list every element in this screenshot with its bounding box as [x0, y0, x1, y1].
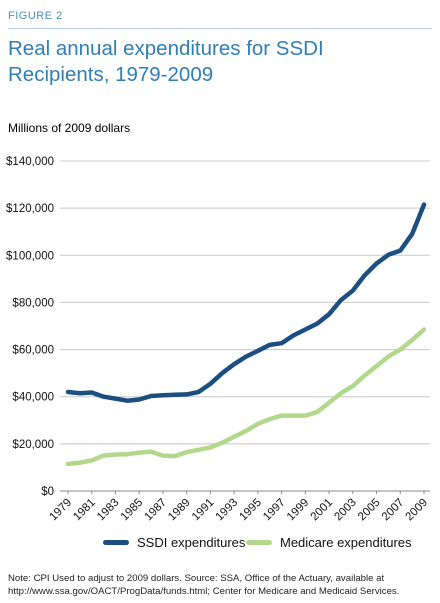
- x-tick-label: 2007: [380, 497, 407, 524]
- medicare-line: [65, 327, 427, 467]
- x-tick-label: 1979: [48, 497, 75, 524]
- x-tick-label: 1989: [166, 497, 193, 524]
- y-tick-label: $60,000: [12, 345, 54, 357]
- x-tick-label: 1987: [142, 497, 169, 524]
- x-tick-label: 2001: [309, 497, 336, 524]
- legend-item-medicare: Medicare expenditures: [246, 535, 412, 550]
- y-tick-label: $100,000: [6, 250, 54, 262]
- legend-item-ssdi: SSDI expenditures: [103, 535, 245, 550]
- legend-label-medicare: Medicare expenditures: [280, 535, 412, 550]
- title-divider: [8, 28, 432, 29]
- x-tick-label: 1993: [214, 497, 241, 524]
- y-tick-label: $80,000: [12, 297, 54, 309]
- x-tick-label: 1997: [261, 497, 288, 524]
- x-tick-label: 1999: [285, 497, 312, 524]
- x-tick-label: 1991: [190, 497, 217, 524]
- y-tick-label: $20,000: [12, 439, 54, 451]
- x-tick-label: 1983: [95, 497, 122, 524]
- chart-title: Real annual expenditures for SSDI Recipi…: [8, 37, 324, 86]
- x-tick-label: 2009: [404, 497, 431, 524]
- x-tick-label: 1985: [119, 497, 146, 524]
- figure-label: FIGURE 2: [8, 10, 63, 22]
- y-axis-units-label: Millions of 2009 dollars: [8, 121, 131, 135]
- y-tick-label: $140,000: [6, 156, 54, 168]
- y-tick-label: $120,000: [6, 203, 54, 215]
- legend-label-ssdi: SSDI expenditures: [137, 535, 246, 550]
- source-note: Note: CPI Used to adjust to 2009 dollars…: [8, 573, 400, 597]
- ssdi-line: [65, 202, 427, 403]
- x-tick-label: 1981: [71, 497, 98, 524]
- y-tick-label: $0: [41, 486, 54, 498]
- x-tick-label: 2003: [332, 497, 359, 524]
- line-chart: $0 $20,000 $40,000 $60,000 $80,000 $100,000 $1…: [6, 156, 431, 524]
- legend-swatch-ssdi: [103, 540, 129, 545]
- x-tick-label: 1995: [237, 497, 264, 524]
- legend-swatch-medicare: [246, 540, 272, 545]
- x-tick-label: 2005: [356, 497, 383, 524]
- y-tick-label: $40,000: [12, 392, 54, 404]
